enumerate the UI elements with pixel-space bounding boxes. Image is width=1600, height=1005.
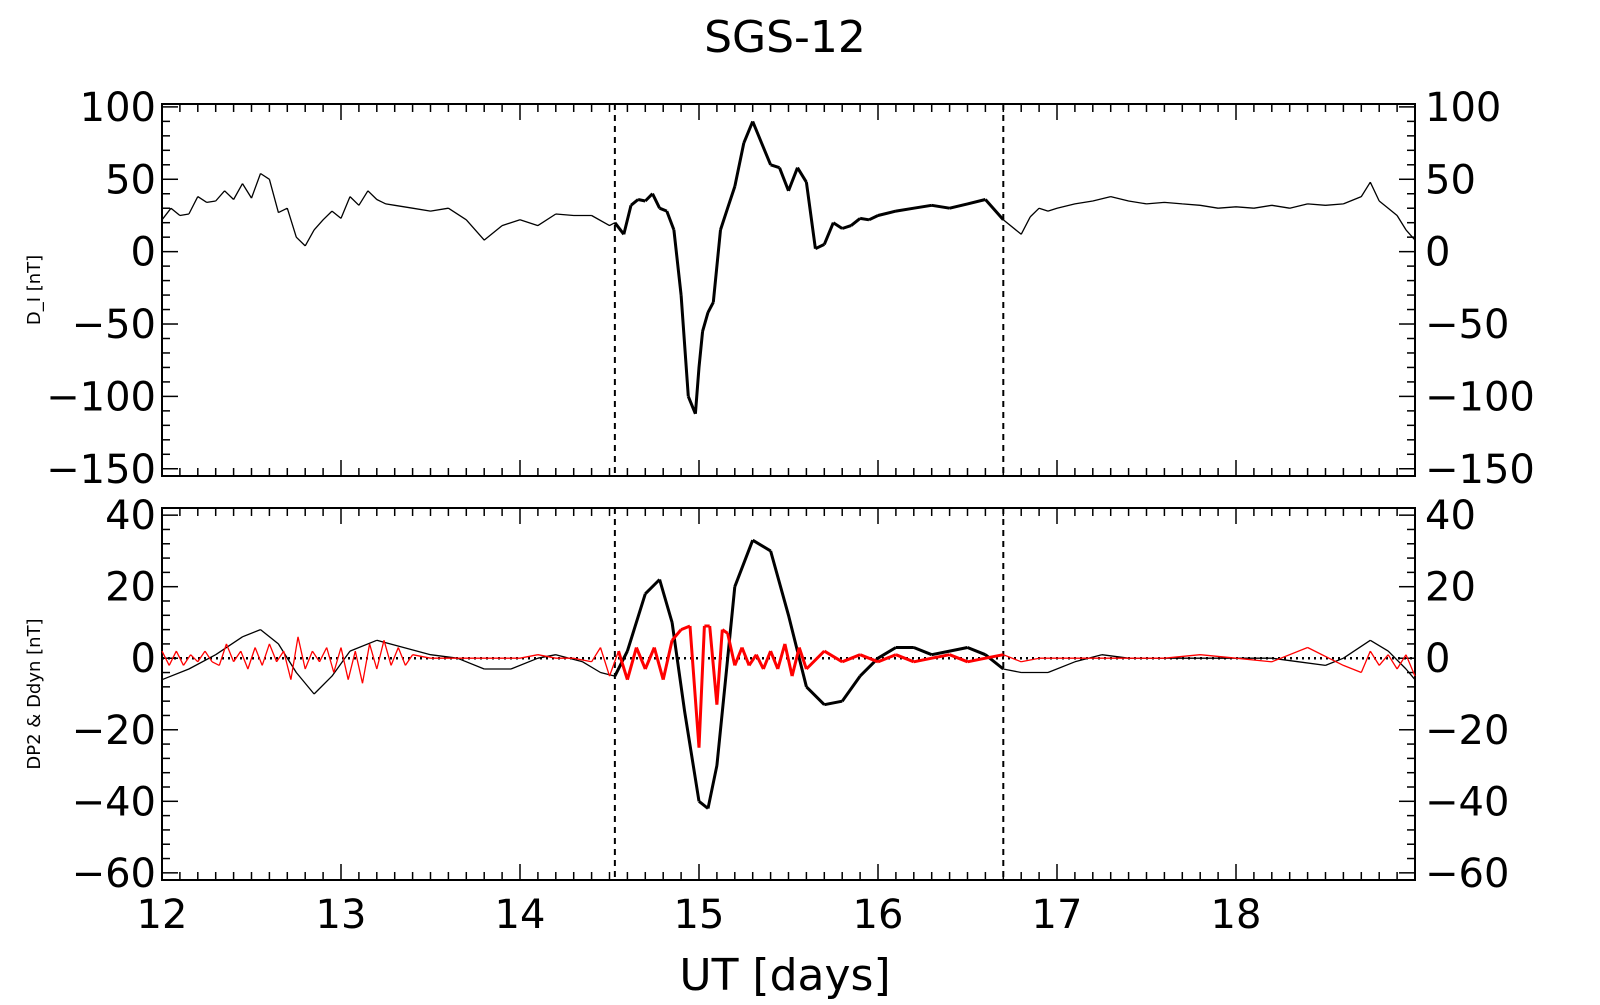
red-series-line-event [617,624,1004,748]
black-series-line-event [613,120,1005,415]
y-tick-label-right: −100 [1425,374,1535,420]
red-series-line [161,636,1416,684]
y-tick-label-right: 40 [1425,493,1476,539]
y-tick-label-left: 0 [131,230,156,276]
x-tick-label: 18 [1211,892,1262,938]
black-series-line-event [613,538,1005,810]
x-tick-label: 15 [674,892,725,938]
chart-title: SGS-12 [704,12,866,63]
x-axis-label: UT [days] [679,950,890,1000]
y-tick-label-left: −60 [72,851,156,897]
y-axis-label: D_I [nT] [24,255,45,325]
y-tick-label-right: −20 [1425,708,1509,754]
y-tick-label-left: 0 [131,636,156,682]
y-tick-label-left: 50 [105,157,156,203]
y-tick-label-left: −50 [72,302,156,348]
y-tick-label-left: −100 [46,374,156,420]
y-tick-label-left: 100 [80,85,156,131]
y-tick-label-right: −50 [1425,302,1509,348]
plot-frame [161,103,1416,477]
y-tick-label-left: −20 [72,708,156,754]
black-series-line [161,172,1416,247]
y-tick-label-right: 0 [1425,230,1450,276]
chart-panels: 100 100 50 50 0 0 −50 −50 −100 −100 −150 −150 D_I [n… [24,85,1535,938]
plot-frame [161,507,1416,881]
y-tick-label-right: 100 [1425,85,1501,131]
y-tick-label-left: −150 [46,447,156,493]
x-tick-label: 13 [316,892,367,938]
y-tick-label-right: −40 [1425,779,1509,825]
y-tick-label-right: −150 [1425,447,1535,493]
x-tick-label: 12 [137,892,188,938]
panel-top: 100 100 50 50 0 0 −50 −50 −100 −100 −150 −150 D_I [n… [24,85,1535,493]
x-tick-label: 16 [853,892,904,938]
y-tick-label-left: 40 [105,493,156,539]
x-tick-label: 17 [1032,892,1083,938]
y-tick-label-right: 20 [1425,565,1476,611]
y-tick-label-right: −60 [1425,851,1509,897]
y-axis-label: DP2 & Ddyn [nT] [24,618,45,769]
y-tick-label-right: 0 [1425,636,1450,682]
y-tick-label-left: −40 [72,779,156,825]
y-tick-label-right: 50 [1425,157,1476,203]
x-tick-label: 14 [495,892,546,938]
y-tick-label-left: 20 [105,565,156,611]
